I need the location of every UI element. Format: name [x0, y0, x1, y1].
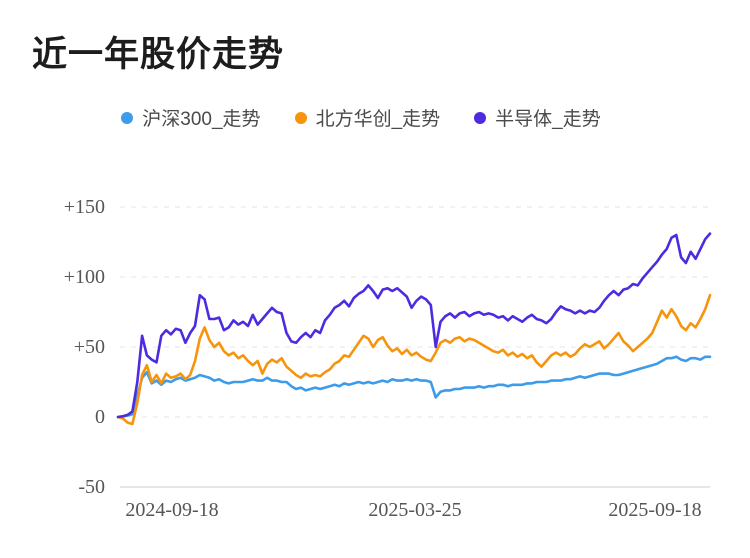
chart-legend: 沪深300_走势 北方华创_走势 半导体_走势: [0, 104, 722, 131]
legend-label-semiconductor: 半导体_走势: [495, 109, 601, 130]
legend-item-hs300[interactable]: 沪深300_走势: [121, 104, 261, 131]
legend-item-naura[interactable]: 北方华创_走势: [294, 104, 441, 131]
y-tick-50: +50: [73, 336, 105, 358]
legend-dot-naura: [294, 111, 307, 124]
chart-title: 近一年股价走势: [32, 35, 285, 74]
line-semiconductor: [116, 232, 712, 419]
series-lines: [116, 232, 712, 426]
line-naura: [116, 293, 712, 426]
legend-label-naura: 北方华创_走势: [315, 109, 441, 130]
y-tick-neg50: -50: [78, 476, 105, 498]
line-hs300: [116, 355, 712, 419]
legend-item-semiconductor[interactable]: 半导体_走势: [474, 104, 601, 131]
gridlines: [120, 206, 710, 488]
y-tick-100: +100: [63, 266, 105, 288]
legend-dot-hs300: [121, 111, 134, 124]
y-tick-150: +150: [63, 196, 105, 218]
y-tick-0: 0: [95, 406, 105, 428]
legend-label-hs300: 沪深300_走势: [142, 109, 261, 130]
x-tick-end: 2025-09-18: [608, 499, 702, 521]
legend-dot-semiconductor: [474, 111, 487, 124]
x-tick-middle: 2025-03-25: [368, 499, 462, 521]
x-tick-start: 2024-09-18: [125, 499, 219, 521]
